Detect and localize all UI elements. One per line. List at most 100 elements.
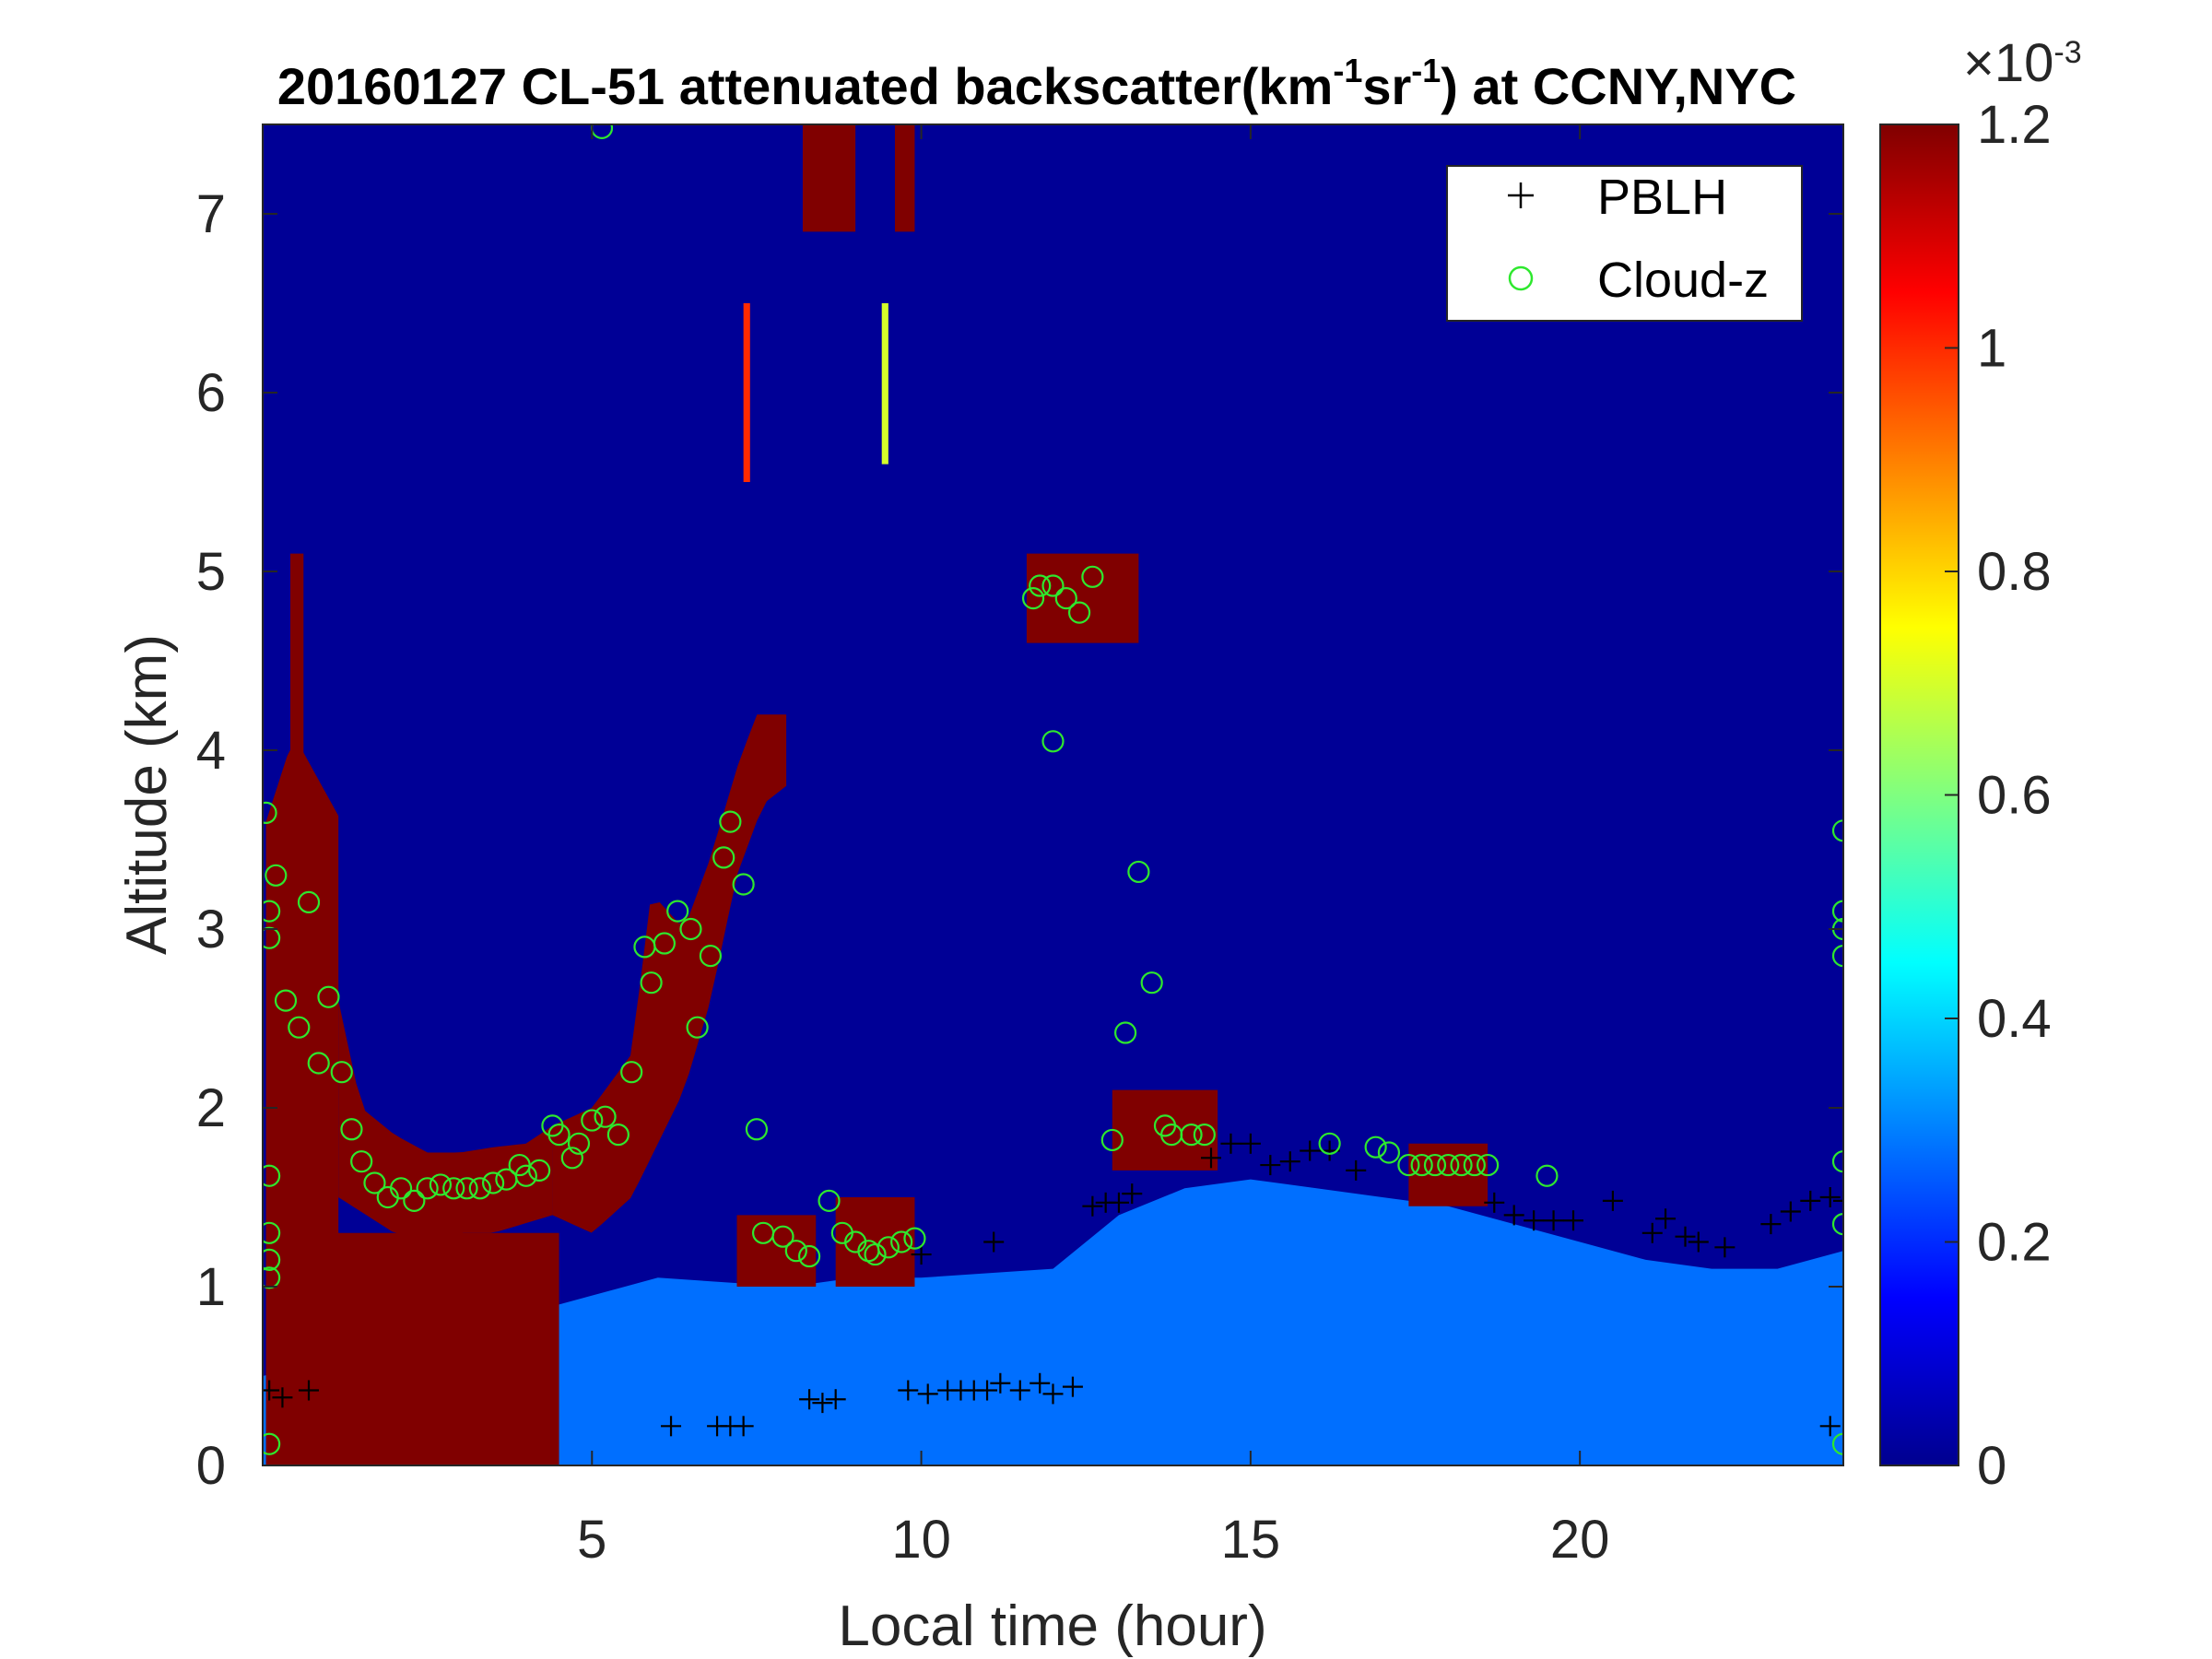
pblh-marker	[1819, 1416, 1841, 1437]
y-tick-label: 7	[196, 184, 226, 244]
cloud-z-marker	[1831, 1213, 1843, 1236]
cloud-z-marker	[1041, 730, 1065, 753]
cloud-z-marker	[1067, 601, 1091, 624]
cloud-z-marker	[620, 1061, 643, 1084]
cloud-z-marker	[468, 1177, 491, 1200]
pblh-marker	[1279, 1151, 1300, 1172]
legend-pblh-label: PBLH	[1597, 170, 1727, 225]
pblh-marker	[263, 1380, 280, 1401]
plot-frame	[262, 124, 1844, 1466]
pblh-marker	[898, 1380, 919, 1401]
colorbar-tick-label: 0.4	[1977, 989, 2052, 1049]
cloud-z-marker	[877, 1236, 900, 1259]
pblh-marker	[1563, 1210, 1584, 1231]
colorbar-ticks: 0 0.2 0.4 0.6 0.8 1 1.2	[1945, 95, 2052, 1496]
cloud-z-marker	[1193, 1123, 1216, 1147]
backscatter-field	[263, 124, 1843, 1465]
cloud-z-marker	[263, 1248, 281, 1271]
cloud-z-marker	[389, 1177, 413, 1200]
colorbar-tick-label: 1	[1977, 319, 2006, 379]
cloud-z-marker	[1180, 1123, 1203, 1147]
pblh-marker	[1760, 1214, 1782, 1235]
feature-cloud_early_night	[265, 750, 339, 1465]
pblh-marker	[812, 1393, 833, 1414]
boundary-layer-region	[263, 1179, 1843, 1465]
cloud-z-marker	[606, 1123, 629, 1147]
pblh-marker	[1543, 1210, 1564, 1231]
colorbar-scale-label: ×10-3	[1963, 33, 2082, 93]
cloud-z-marker	[594, 1105, 617, 1128]
pblh-marker	[733, 1416, 754, 1437]
feature-high_streak_9_5h	[881, 303, 888, 465]
cloud-z-marker	[263, 1221, 281, 1244]
cloud-z-marker	[1364, 1135, 1387, 1159]
pblh-marker	[1641, 1222, 1663, 1243]
cloud-z-marker	[1377, 1141, 1401, 1164]
pblh-marker	[1042, 1383, 1064, 1405]
cloud-z-marker	[1041, 574, 1065, 597]
cloud-z-marker	[1114, 1021, 1137, 1044]
pblh-marker	[1082, 1195, 1103, 1217]
pblh-marker	[1201, 1147, 1221, 1169]
cloud-z-marker	[1054, 586, 1077, 610]
cloud-z-marker	[263, 1432, 281, 1455]
pblh-marker	[299, 1380, 320, 1401]
cloud-z-marker	[1397, 1153, 1420, 1177]
pblh-marker	[1300, 1140, 1321, 1161]
cloud-z-marker	[547, 1123, 571, 1147]
pblh-marker	[799, 1389, 820, 1410]
cloud-z-marker	[442, 1177, 465, 1200]
cloud-z-marker	[403, 1189, 426, 1212]
cloud-z-marker	[1021, 586, 1045, 610]
y-tick-label: 0	[196, 1436, 226, 1496]
legend: PBLH Cloud-z	[1446, 165, 1803, 322]
cloud-z-marker	[274, 989, 298, 1012]
colorbar-tick-label: 0	[1977, 1436, 2006, 1496]
cloud-z-marker	[784, 1240, 807, 1263]
feature-low_cloud_7_2h	[736, 1215, 817, 1287]
colorbar-tick-label: 0.2	[1977, 1213, 2052, 1273]
cloud-z-marker	[317, 985, 340, 1008]
cloud-z-marker	[653, 932, 676, 955]
x-tick-label: 10	[891, 1510, 951, 1570]
pblh-marker	[977, 1380, 998, 1401]
feature-upper_cloud_8h	[802, 124, 856, 232]
x-axis-label: Local time (hour)	[838, 1594, 1266, 1658]
legend-cloudz-label: Cloud-z	[1597, 253, 1769, 308]
x-tick-label: 20	[1550, 1510, 1610, 1570]
feature-cloud_rise_4_8h	[552, 714, 787, 1233]
cloud-z-marker	[1535, 1164, 1559, 1187]
cloud-z-marker	[1450, 1153, 1473, 1177]
y-tick-label: 2	[196, 1078, 226, 1138]
feature-tall_column_0.5h	[290, 553, 304, 786]
cloud-z-marker	[1831, 1432, 1843, 1455]
feature-high_streak_7h	[743, 303, 750, 482]
pblh-marker	[1800, 1190, 1821, 1211]
legend-box	[1446, 165, 1803, 322]
pblh-marker	[1484, 1192, 1505, 1213]
pblh-marker	[1503, 1205, 1524, 1226]
cloud-z-marker	[666, 900, 689, 923]
pblh-marker	[1260, 1155, 1281, 1176]
pblh-marker	[990, 1372, 1011, 1394]
pblh-marker	[825, 1389, 846, 1410]
pblh-marker	[1346, 1159, 1367, 1181]
pblh-marker	[272, 1387, 293, 1408]
x-tick-label: 15	[1221, 1510, 1281, 1570]
cloud-z-marker	[1831, 945, 1843, 968]
pblh-marker	[1833, 1190, 1843, 1211]
cloud-z-marker	[1831, 900, 1843, 923]
cloud-z-marker	[263, 900, 281, 923]
cloud-z-marker	[307, 1052, 330, 1075]
pblh-marker	[1009, 1380, 1030, 1401]
cloud-z-marker	[429, 1173, 453, 1196]
cloud-z-marker	[1423, 1153, 1447, 1177]
pblh-marker	[917, 1383, 938, 1405]
colorbar-tick-label: 0.6	[1977, 766, 2052, 826]
pblh-marker	[911, 1244, 932, 1265]
y-tick-label: 1	[196, 1257, 226, 1317]
cloud-z-marker	[771, 1225, 794, 1248]
cloud-z-marker	[1437, 1153, 1460, 1177]
cloud-z-marker	[1831, 819, 1843, 842]
cloud-z-marker	[263, 926, 281, 949]
